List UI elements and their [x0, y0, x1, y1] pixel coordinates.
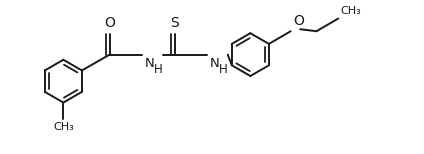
Text: CH₃: CH₃	[53, 122, 74, 132]
Text: H: H	[154, 63, 163, 76]
Text: N: N	[145, 57, 155, 70]
Text: O: O	[293, 14, 304, 28]
Text: N: N	[210, 57, 220, 70]
Text: O: O	[104, 16, 115, 30]
Text: S: S	[170, 16, 179, 30]
Text: H: H	[219, 63, 228, 76]
Text: CH₃: CH₃	[340, 6, 361, 16]
